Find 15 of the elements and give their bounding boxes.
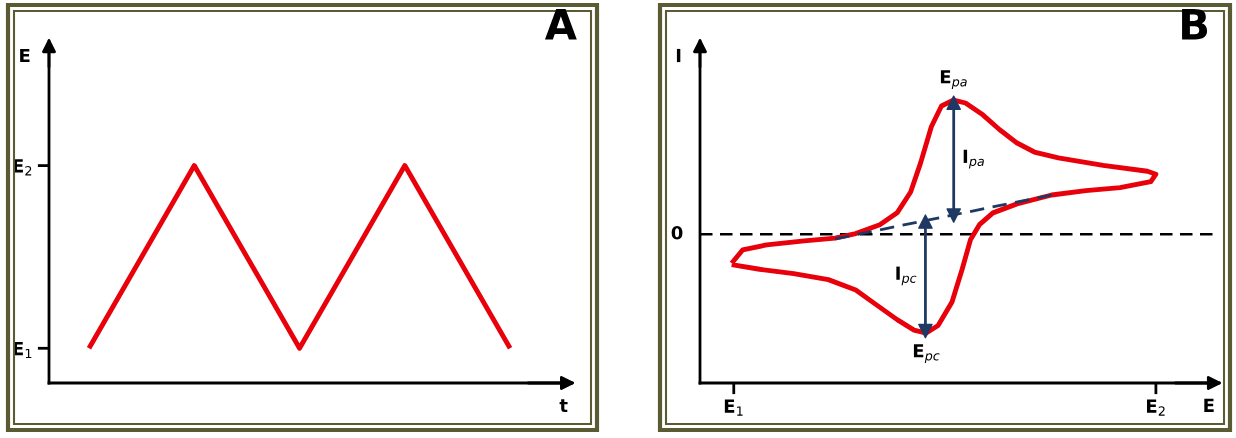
point [946, 208, 961, 223]
x-axis-title: t [559, 399, 568, 412]
annotation: I$_{pa}$ [963, 149, 984, 169]
ref-line-label: 0 [671, 225, 683, 240]
y-axis-title: I [676, 48, 681, 63]
annotation: E$_{pc}$ [913, 344, 940, 363]
annotation: E$_{pa}$ [940, 70, 967, 89]
y-axis-title: E [20, 48, 30, 63]
chart-title: A [544, 9, 577, 40]
x-axis-title: E [1204, 398, 1214, 412]
annotation: I$_{pc}$ [896, 266, 917, 286]
point [918, 214, 933, 229]
point [918, 323, 933, 339]
point [946, 95, 961, 111]
chart-title: B [1182, 9, 1208, 40]
